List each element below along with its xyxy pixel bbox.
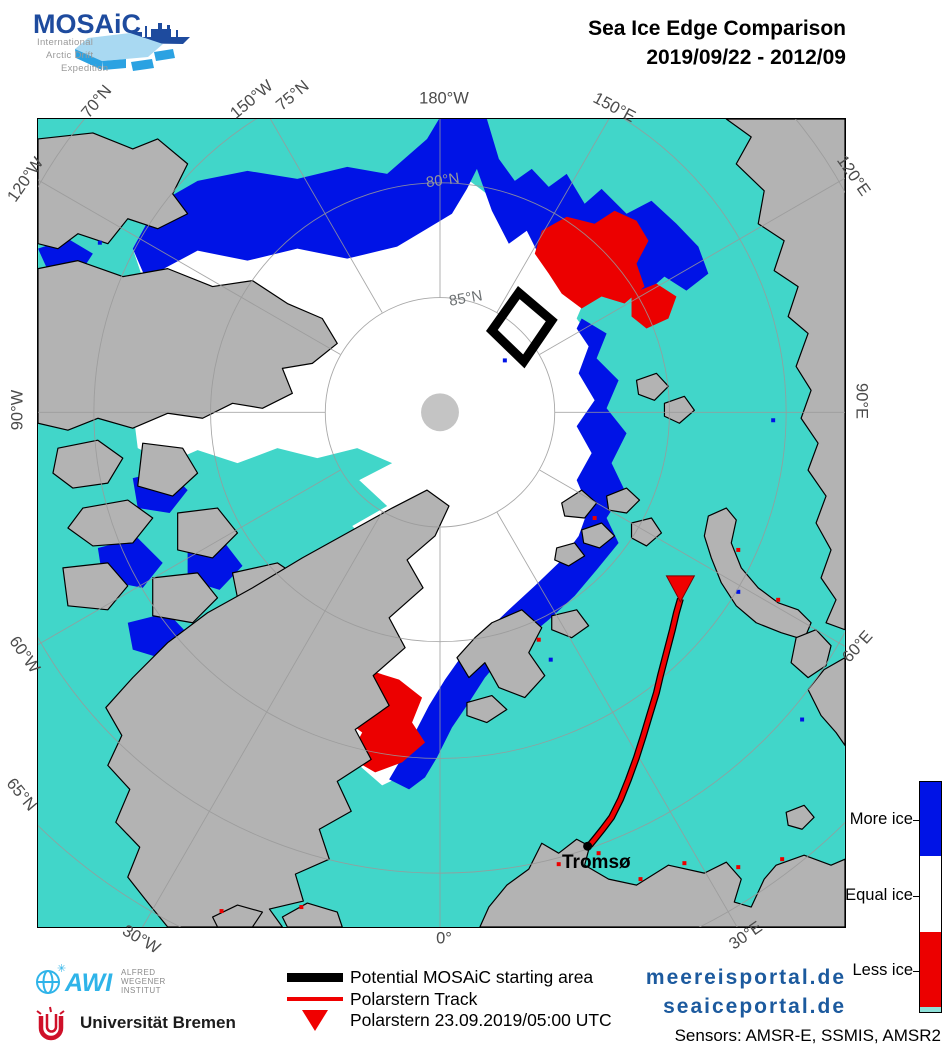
grid-label-90w: 90°W: [8, 389, 27, 431]
mosaic-logo-graphic: MOSAiC: [33, 9, 190, 71]
grid-label-70n: 70°N: [77, 81, 116, 122]
awi-logo: ✳ AWI ALFRED WEGENER INSTITUT: [33, 960, 233, 1002]
legend-item: Polarstern 23.09.2019/05:00 UTC: [287, 1009, 612, 1031]
portal-link-seaiceportal: seaiceportal.de: [663, 995, 846, 1018]
awi-wordmark: AWI: [64, 969, 113, 997]
tromso-marker: [583, 841, 593, 851]
mosaic-subtitle-line: Expedition: [61, 63, 109, 74]
coastal-ice-speckles: [97, 240, 805, 914]
land-alaska: [38, 260, 338, 431]
land-iceland: [211, 904, 264, 927]
land-novaya-zemlya: [703, 507, 812, 641]
polarstern-track-swatch: [287, 997, 343, 1001]
land-greenland: [105, 489, 450, 927]
tromso-label: Tromsø: [562, 852, 631, 873]
ice-floe-icon: [75, 33, 175, 71]
uni-bremen-logo: [33, 1004, 283, 1044]
awi-asterisk: ✳: [57, 963, 66, 975]
land-chukotka: [38, 132, 189, 250]
grid-label-150w: 150°W: [226, 76, 277, 123]
colorbar-segment-less-ice: [920, 932, 941, 1007]
map-canvas: [38, 119, 845, 927]
colorbar-segment-more-ice: [920, 782, 941, 856]
mosaic-starting-area-diamond: [485, 285, 558, 369]
mosaic-subtitle-line: International: [37, 37, 94, 48]
colorbar-tick: [913, 896, 919, 897]
land-scandinavia: [479, 838, 845, 927]
sensors-note: Sensors: AMSR-E, SSMIS, AMSR2: [674, 1026, 941, 1045]
colorbar-tick: [913, 820, 919, 821]
legend-item: Polarstern Track: [287, 988, 477, 1010]
portal-link-meereisportal: meereisportal.de: [645, 966, 846, 989]
awi-text-line: ALFRED: [121, 968, 156, 977]
grid-label-0: 0°: [436, 929, 452, 948]
colorbar-segment-base: [920, 1007, 941, 1012]
mosaic-logo: MOSAiC International Arctic Drift: [30, 8, 200, 76]
polarstern-track: [587, 598, 683, 847]
sea-ice-map: 80°N 85°N Tromsø: [37, 118, 846, 928]
colorbar-tick: [913, 971, 919, 972]
land-severnaya-zemlya: [635, 372, 670, 401]
polarstern-position-triangle: [665, 575, 696, 603]
grid-label-90e: 90°E: [852, 383, 871, 419]
colorbar-label-equal-ice: Equal ice: [845, 886, 913, 904]
colorbar-label-more-ice: More ice: [849, 810, 913, 828]
awi-globe-icon: [36, 970, 60, 994]
mosaic-subtitle-line: Arctic Drift: [46, 50, 94, 61]
grid-label-180w: 180°W: [419, 89, 469, 108]
uni-bremen-u-icon: [36, 1006, 65, 1041]
page-subtitle: 2019/09/22 - 2012/09: [646, 46, 846, 69]
awi-text-line: INSTITUT: [121, 986, 161, 995]
land-svalbard: [456, 609, 546, 699]
pole-marker: [421, 393, 459, 432]
legend-item: Potential MOSAiC starting area: [287, 966, 593, 988]
legend-label: Potential MOSAiC starting area: [350, 966, 594, 987]
polarstern-position-swatch: [302, 1009, 328, 1031]
legend-label: Polarstern Track: [350, 988, 478, 1009]
land-masses: [38, 119, 845, 927]
colorbar-label-less-ice: Less ice: [852, 961, 913, 979]
awi-text-line: WEGENER: [121, 977, 166, 986]
legend-label: Polarstern 23.09.2019/05:00 UTC: [350, 1009, 612, 1030]
uni-bremen-wordmark: Universität Bremen: [80, 1013, 236, 1032]
land-yamal-coast: [807, 657, 845, 747]
title-block: Sea Ice Edge Comparison 2019/09/22 - 201…: [588, 14, 846, 72]
colorbar-segment-equal-ice: [920, 856, 941, 932]
land-siberia: [725, 119, 845, 631]
grid-label-65n: 65°N: [2, 774, 41, 815]
starting-area-line-swatch: [287, 972, 343, 982]
page-title: Sea Ice Edge Comparison: [588, 17, 846, 40]
grid-label-75n: 75°N: [272, 76, 313, 115]
graticule: [38, 119, 845, 927]
colorbar: [919, 781, 942, 1013]
